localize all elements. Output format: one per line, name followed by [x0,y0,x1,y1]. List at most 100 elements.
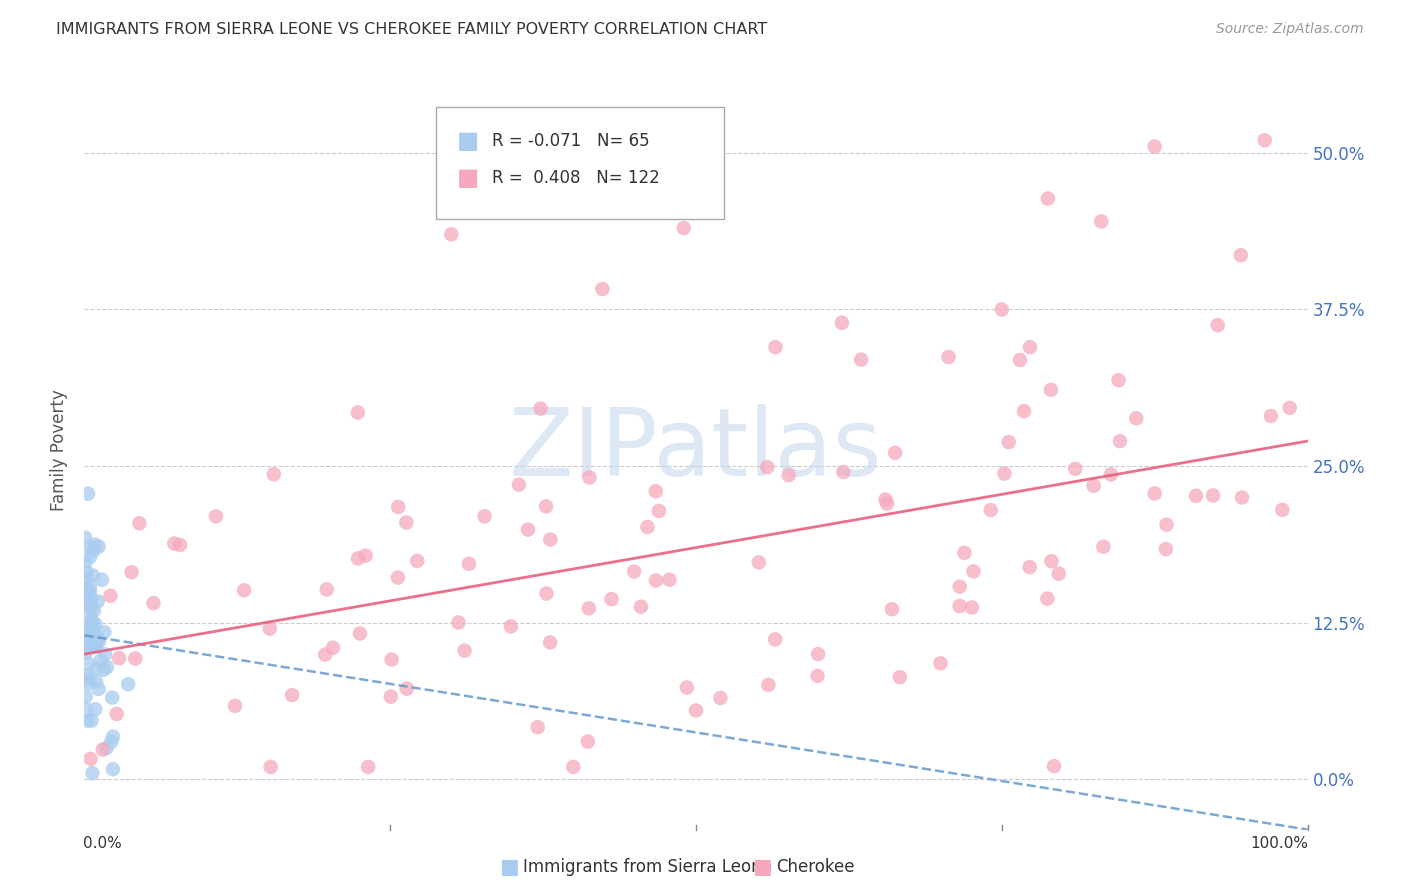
Point [121,565,143,579]
Point [100,589,122,603]
Point [1036,192,1059,206]
Text: Cherokee: Cherokee [776,858,855,876]
Point [73,641,96,656]
Point [960,600,983,615]
Point [84,674,107,689]
Point [578,470,600,484]
Point [600,592,623,607]
Point [1090,214,1112,228]
Point [101,730,124,744]
Point [889,670,911,684]
Point [938,350,960,364]
Point [1143,139,1166,153]
Point [645,574,668,588]
Point [949,580,972,594]
Point [395,681,418,696]
Point [82,766,104,780]
Point [578,601,600,615]
Point [84,702,107,716]
Point [1125,411,1147,425]
Point [1109,434,1132,449]
Point [75,646,97,660]
Point [101,690,124,705]
Point [1019,340,1042,354]
Point [314,648,336,662]
Point [457,557,479,571]
Point [1108,373,1130,387]
Point [96,660,118,674]
Point [1156,517,1178,532]
Point [685,704,707,718]
Point [75,598,97,612]
Point [82,543,104,558]
Point [83,624,105,639]
Point [709,690,731,705]
Point [1143,486,1166,500]
Point [89,654,111,668]
Point [991,302,1014,317]
Text: Source: ZipAtlas.com: Source: ZipAtlas.com [1216,22,1364,37]
Point [763,632,786,647]
Text: ■: ■ [457,167,479,190]
Point [395,516,418,530]
Point [233,583,256,598]
Point [75,572,97,586]
Point [1008,353,1031,368]
Point [79,541,101,555]
Point [84,638,107,652]
Point [474,509,496,524]
Point [576,734,599,748]
Point [880,602,903,616]
Point [1047,566,1070,581]
Point [169,538,191,552]
Point [354,549,377,563]
Point [75,622,97,636]
Point [80,714,103,728]
Point [440,227,463,242]
Point [832,465,855,479]
Point [94,648,117,662]
Point [447,615,470,630]
Point [387,570,409,584]
Point [124,651,146,665]
Point [79,579,101,593]
Point [1039,383,1062,397]
Point [534,500,557,514]
Point [876,497,898,511]
Y-axis label: Family Poverty: Family Poverty [51,390,69,511]
Point [1018,560,1040,574]
Point [1092,540,1115,554]
Point [1040,554,1063,568]
Point [82,620,104,634]
Point [87,634,110,648]
Point [949,599,972,613]
Point [76,668,98,682]
Point [84,636,107,650]
Point [997,435,1019,450]
Point [96,741,118,756]
Point [205,509,228,524]
Point [1043,759,1066,773]
Point [87,594,110,608]
Point [76,590,98,604]
Point [82,614,104,628]
Point [76,676,98,690]
Point [263,467,285,482]
Point [224,698,246,713]
Point [91,573,114,587]
Text: 100.0%: 100.0% [1251,836,1309,851]
Point [86,661,108,675]
Point [77,585,100,599]
Text: Immigrants from Sierra Leone: Immigrants from Sierra Leone [523,858,772,876]
Point [636,520,658,534]
Point [79,631,101,645]
Point [758,678,780,692]
Point [406,554,429,568]
Point [516,523,538,537]
Point [387,500,409,514]
Point [87,681,110,696]
Point [765,340,787,354]
Point [75,556,97,570]
Point [591,282,613,296]
Point [84,640,107,654]
